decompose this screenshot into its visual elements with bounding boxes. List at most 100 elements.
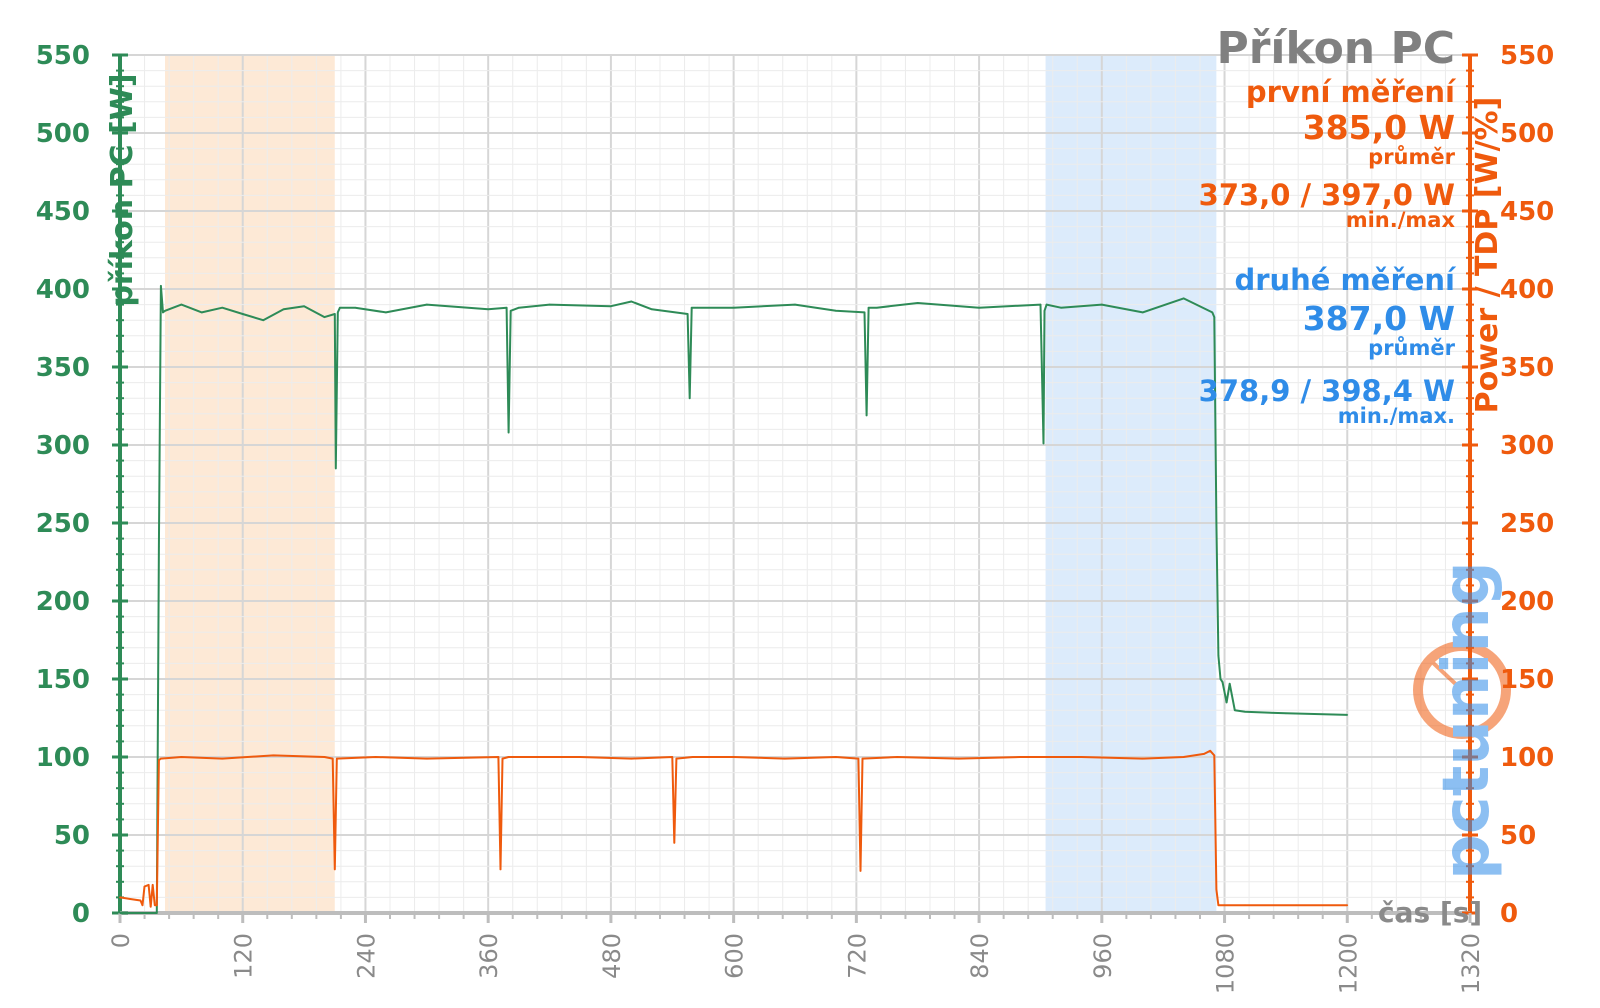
- series-1-point: [1233, 709, 1236, 711]
- y-tick-label-right: 350: [1500, 353, 1554, 383]
- series-1-point: [201, 311, 203, 314]
- y-tick-label-left: 0: [72, 899, 90, 929]
- series-1-point: [1244, 710, 1246, 713]
- series-1-point: [1346, 714, 1349, 716]
- series-2-point: [336, 757, 338, 760]
- series-group: [119, 284, 1349, 914]
- series-1-point: [697, 306, 699, 309]
- y-tick-label-right: 200: [1500, 587, 1554, 617]
- x-tick-label: 840: [966, 933, 994, 979]
- y-tick-label-right: 300: [1500, 431, 1554, 461]
- y-axis-right-label: Power / TDP [W/%]: [1470, 97, 1505, 414]
- series-2-point: [896, 756, 899, 758]
- y-tick-label-right: 250: [1500, 509, 1554, 539]
- series-line-2: [119, 749, 1348, 908]
- series-1-point: [865, 414, 868, 417]
- series-2-point: [158, 759, 160, 761]
- series-1-point: [1045, 303, 1048, 306]
- series-1-point: [1217, 654, 1220, 657]
- highlight-region-1: [165, 55, 335, 913]
- series-2-point: [1346, 904, 1349, 906]
- series-2-point: [149, 905, 152, 908]
- x-axis-label: čas [s]: [1378, 896, 1482, 929]
- series-1-point: [1221, 681, 1224, 683]
- first-measurement-label: první měření: [1246, 75, 1457, 109]
- series-1-point: [507, 431, 510, 434]
- series-2-point: [859, 870, 862, 872]
- series-1-point: [630, 300, 633, 303]
- y-tick-label-right: 450: [1500, 197, 1554, 227]
- y-tick-label-left: 150: [36, 665, 90, 695]
- x-tick-label: 360: [475, 933, 503, 979]
- series-1-point: [337, 311, 339, 314]
- series-2-point: [671, 756, 674, 758]
- x-tick-label: 480: [598, 933, 626, 979]
- series-2-point: [835, 756, 837, 758]
- series-1-point: [1228, 682, 1231, 685]
- series-2-point: [673, 842, 676, 844]
- series-1-point: [426, 303, 428, 306]
- series-2-point: [861, 757, 864, 760]
- y-tick-label-left: 550: [36, 41, 90, 71]
- series-1-point: [119, 912, 121, 914]
- series-1-point: [1213, 316, 1216, 318]
- series-2-point: [507, 756, 510, 758]
- series-2-point: [857, 757, 860, 760]
- x-tick-label: 1080: [1212, 933, 1240, 994]
- y-tick-label-right: 100: [1500, 743, 1554, 773]
- first-avg-value: 385,0 W: [1303, 108, 1455, 147]
- series-2-point: [1295, 904, 1297, 906]
- series-1-point: [610, 305, 612, 307]
- series-1-point: [158, 545, 160, 548]
- y-tick-label-right: 500: [1500, 119, 1554, 149]
- series-1-point: [162, 311, 164, 314]
- series-1-point: [1042, 442, 1045, 445]
- series-2-point: [1209, 749, 1212, 752]
- series-2-point: [333, 868, 336, 871]
- x-tick-label: 240: [352, 933, 380, 979]
- series-1-point: [1225, 701, 1228, 704]
- series-2-point: [1080, 756, 1083, 758]
- series-1-point: [323, 316, 326, 318]
- y-tick-label-right: 550: [1500, 41, 1554, 71]
- series-1-point: [262, 319, 264, 322]
- series-2-point: [1213, 754, 1216, 757]
- series-1-point: [518, 306, 520, 309]
- series-1-point: [867, 306, 870, 309]
- first-avg-caption: průměr: [1368, 145, 1455, 169]
- x-tick-label: 960: [1089, 933, 1117, 979]
- pctuning-logo: pctuning: [1413, 561, 1511, 880]
- series-2-point: [1019, 756, 1021, 758]
- series-2-point: [1141, 757, 1144, 760]
- series-2-point: [675, 757, 678, 760]
- series-1-point: [303, 305, 305, 307]
- series-1-point: [732, 306, 735, 309]
- series-1-point: [1141, 311, 1144, 314]
- series-1-point: [221, 306, 224, 309]
- series-2-point: [147, 884, 150, 886]
- series-2-point: [1217, 904, 1220, 906]
- series-2-point: [151, 884, 154, 886]
- series-2-point: [732, 756, 735, 758]
- series-1-point: [1043, 310, 1046, 312]
- series-2-point: [180, 756, 183, 758]
- x-tick-label: 1200: [1334, 933, 1362, 994]
- logo-text: pctuning: [1430, 561, 1504, 880]
- y-tick-label-left: 200: [36, 587, 90, 617]
- first-minmax-value: 373,0 / 397,0 W: [1199, 178, 1455, 212]
- series-1-point: [354, 306, 357, 309]
- series-2-point: [1223, 904, 1226, 906]
- logo-needle: [1428, 658, 1464, 692]
- second-avg-caption: průměr: [1368, 336, 1455, 360]
- series-2-point: [579, 756, 582, 758]
- series-1-point: [1211, 311, 1214, 314]
- x-tick-label: 1320: [1457, 933, 1485, 994]
- y-tick-label-left: 450: [36, 197, 90, 227]
- second-avg-value: 387,0 W: [1303, 299, 1455, 338]
- series-1-point: [487, 308, 489, 311]
- second-measurement-label: druhé měření: [1234, 263, 1457, 297]
- x-tick-label: 600: [721, 933, 749, 979]
- series-2-point: [323, 756, 326, 758]
- series-1-point: [690, 306, 693, 309]
